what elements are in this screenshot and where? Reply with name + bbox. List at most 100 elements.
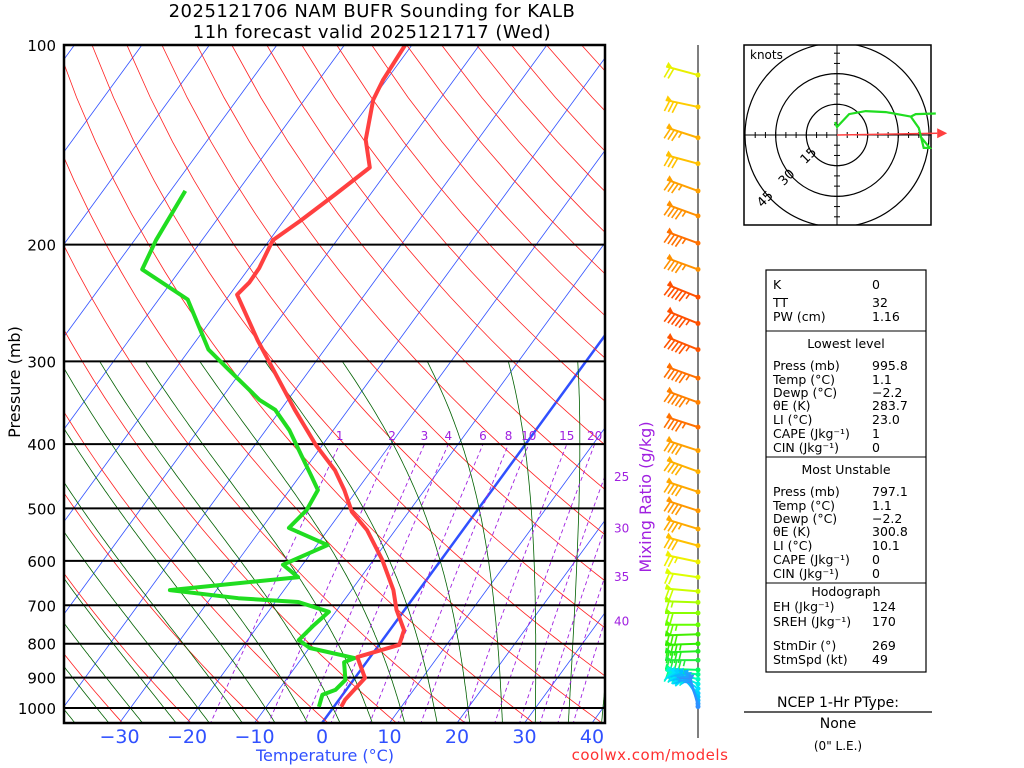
stat-label: CIN (Jkg⁻¹) [773, 566, 839, 581]
wind-barb-flag [673, 651, 678, 664]
stat-label: Temp (°C) [772, 498, 835, 513]
mixing-ratio-line [494, 444, 596, 723]
wind-barb [663, 175, 701, 194]
wind-barb-flag [669, 644, 674, 656]
wind-barb-tip [665, 647, 672, 653]
wind-barb [663, 532, 701, 551]
wind-barb-half-flag [682, 659, 686, 667]
hodograph-trace-branch [910, 112, 936, 118]
pressure-tick-label: 600 [27, 553, 56, 571]
x-axis-label: Temperature (°C) [255, 746, 394, 765]
wind-barb-tip [665, 639, 672, 645]
wind-barb-tip [679, 667, 684, 676]
temperature-tick-labels: −30 −20 −10 0 10 20 30 40 [99, 726, 604, 748]
wind-barb-flag [667, 234, 676, 245]
wind-barb-half-flag [674, 557, 679, 564]
wind-barb-station-dot [695, 469, 701, 475]
wind-barb-flag [663, 441, 672, 452]
wind-barb-station-dot [695, 320, 701, 326]
wind-barb-flag [671, 370, 679, 381]
stat-value: 0 [872, 277, 880, 292]
wind-barb-flag [663, 100, 671, 112]
wind-barb-flag [674, 316, 683, 327]
wind-barb-half-flag [674, 624, 678, 631]
mixing-ratio-label: 8 [505, 429, 513, 443]
dry-adiabat-line [64, 62, 603, 723]
wind-barb-tip [689, 674, 695, 682]
stats-panel: K 0 TT 32 PW (cm) 1.16 Lowest level Press (mb) 9… [765, 269, 927, 673]
stat-value: 170 [872, 614, 896, 629]
wind-barb-flag [671, 208, 679, 219]
wind-barb-half-flag [670, 601, 674, 608]
wind-barb-staff [688, 674, 699, 707]
wind-barb-staff [666, 230, 699, 245]
wind-barb-station-dot [695, 375, 701, 381]
wind-barb-flag [663, 501, 672, 512]
wind-barb-flag [663, 67, 671, 78]
dry-adiabat-line [64, 492, 261, 723]
wind-barb-tip [667, 175, 674, 182]
plot-frame [62, 43, 607, 725]
stat-value: 0 [872, 566, 880, 581]
wind-barb [663, 333, 701, 355]
wind-barb-flag [667, 156, 675, 168]
stat-label: SREH (Jkg⁻¹) [773, 614, 851, 629]
temperature-tick-label: −10 [234, 726, 274, 748]
pressure-tick-label: 100 [27, 37, 56, 55]
credit-link[interactable]: coolwx.com/models [572, 746, 729, 764]
wind-barb-tip [666, 61, 673, 69]
stat-value: 1.16 [872, 309, 900, 324]
stat-value: −2.2 [872, 385, 902, 400]
wind-barb-staff [665, 587, 699, 593]
wind-barb-half-flag [681, 210, 687, 217]
wind-barb-station-dot [695, 599, 701, 605]
wind-barb-flag [664, 588, 670, 600]
isotherm-line [389, 427, 605, 723]
isotherm-line [64, 45, 278, 338]
wind-barb-flag [674, 444, 683, 456]
wind-barb-station-dot [695, 526, 701, 532]
wind-barb [664, 639, 701, 657]
wind-barb-flag [667, 393, 676, 404]
isotherm-line [64, 45, 210, 245]
wind-barb-flag [663, 128, 672, 139]
wind-barb-tip [665, 619, 672, 625]
wind-barb-flag [670, 288, 680, 299]
mixing-ratio-line [397, 444, 509, 723]
wind-barb-flag [671, 235, 679, 246]
mixing-ratio-label: 35 [614, 570, 629, 584]
wind-barb [665, 619, 701, 636]
stat-value: 49 [872, 652, 888, 667]
wind-barb-tip [667, 362, 674, 370]
wind-barb-tip [674, 667, 680, 675]
wind-barb-flag [667, 369, 676, 380]
wind-barb-flag [667, 418, 675, 430]
wind-barb-flag [674, 371, 683, 383]
wind-barb [664, 647, 701, 664]
wind-barb [664, 583, 701, 601]
wind-barb-half-flag [681, 422, 687, 429]
wind-barb-flag [678, 344, 687, 355]
mixing-ratio-line [304, 444, 425, 723]
wind-barb-flag [667, 538, 675, 550]
wind-barb-flag [663, 180, 672, 191]
wind-barb-station-dot [695, 631, 701, 637]
wind-barb-tip [665, 567, 673, 574]
pressure-tick-label: 800 [27, 636, 56, 654]
wind-barb [663, 227, 701, 248]
wind-barb [663, 200, 701, 220]
wind-barb-station-dot [695, 559, 701, 565]
isotherm-line [64, 45, 345, 430]
wind-barb-flag [667, 483, 675, 495]
wind-barb [663, 61, 701, 79]
wind-barb-station-dot [695, 135, 701, 141]
wind-barb-station-dot [695, 104, 701, 110]
wind-barb [679, 674, 701, 710]
wind-barb-half-flag [677, 132, 683, 139]
wind-barb-tip [667, 200, 674, 207]
wind-barb-flag [671, 261, 679, 272]
stat-label: θE (K) [773, 398, 810, 413]
mixing-ratio-labels: 1 2 3 4 6 8 10 15 20 25 30 35 40 [336, 429, 629, 628]
wind-barb [663, 412, 701, 432]
moist-adiabat-line [264, 361, 438, 723]
